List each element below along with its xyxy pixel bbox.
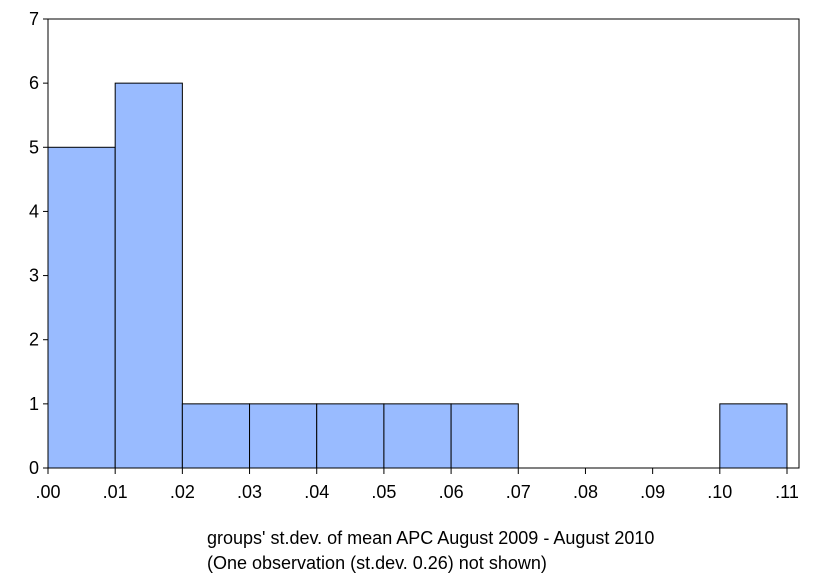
y-tick-label: 6 bbox=[29, 73, 39, 93]
x-tick-label: .03 bbox=[237, 482, 262, 502]
x-tick-label: .06 bbox=[439, 482, 464, 502]
x-axis-label: groups' st.dev. of mean APC August 2009 … bbox=[207, 528, 655, 548]
y-tick-label: 1 bbox=[29, 394, 39, 414]
histogram-bar-6 bbox=[450, 403, 519, 469]
x-axis: .00 .01 .02 .03 .04 .05 .06 .07 .08 .09 .10 .11 bbox=[35, 468, 799, 502]
histogram-bar-5 bbox=[383, 403, 452, 469]
y-tick-label: 4 bbox=[29, 201, 39, 221]
y-tick-label: 3 bbox=[29, 266, 39, 286]
histogram-bar-2 bbox=[181, 403, 251, 469]
x-tick-label: .11 bbox=[775, 482, 799, 502]
x-tick-label: .07 bbox=[506, 482, 531, 502]
histogram-bar-3 bbox=[249, 403, 318, 469]
y-tick-label: 2 bbox=[29, 330, 39, 350]
histogram-bar-1 bbox=[114, 82, 183, 469]
x-tick-label: .01 bbox=[103, 482, 128, 502]
x-tick-label: .10 bbox=[707, 482, 732, 502]
omitted-observation-note: (One observation (st.dev. 0.26) not show… bbox=[207, 553, 547, 573]
x-tick-label: .09 bbox=[640, 482, 665, 502]
bars-group bbox=[47, 82, 788, 469]
histogram-bar-4 bbox=[316, 403, 385, 469]
y-axis: 0 1 2 3 4 5 6 7 bbox=[29, 9, 48, 478]
x-tick-label: .02 bbox=[170, 482, 195, 502]
histogram-bar-10 bbox=[719, 403, 788, 469]
y-tick-label: 0 bbox=[29, 458, 39, 478]
x-tick-label: .04 bbox=[304, 482, 329, 502]
x-tick-label: .00 bbox=[35, 482, 60, 502]
y-tick-label: 5 bbox=[29, 137, 39, 157]
histogram-bar-0 bbox=[47, 146, 116, 469]
y-tick-label: 7 bbox=[29, 9, 39, 29]
x-tick-label: .05 bbox=[371, 482, 396, 502]
x-tick-label: .08 bbox=[573, 482, 598, 502]
